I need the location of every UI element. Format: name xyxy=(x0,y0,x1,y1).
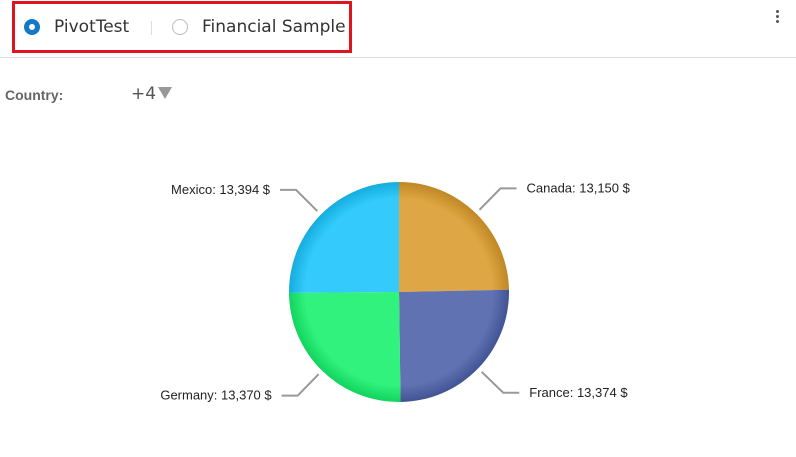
option-financial-sample[interactable]: Financial Sample xyxy=(172,17,346,37)
data-label: Canada: 13,150 $ xyxy=(526,180,630,195)
pie-slice-germany[interactable] xyxy=(289,292,401,402)
header: PivotTest Financial Sample xyxy=(0,0,796,58)
data-label: Mexico: 13,394 $ xyxy=(171,182,271,197)
highlight-box xyxy=(12,1,352,53)
divider xyxy=(151,21,152,35)
data-label: France: 13,374 $ xyxy=(529,385,628,400)
pie-slice-france[interactable] xyxy=(399,289,510,402)
leader-line xyxy=(280,188,319,212)
data-label: Germany: 13,370 $ xyxy=(160,388,272,403)
pie-slice-canada[interactable] xyxy=(399,182,509,292)
filter-label: Country: xyxy=(5,87,64,103)
radio-unselected-icon[interactable] xyxy=(172,19,188,35)
vertical-ellipsis-icon[interactable] xyxy=(776,10,780,25)
radio-selected-icon[interactable] xyxy=(24,19,40,35)
leader-line xyxy=(281,373,320,397)
option-label: PivotTest xyxy=(54,17,130,37)
caret-down-icon[interactable] xyxy=(158,87,172,99)
option-pivottest[interactable]: PivotTest xyxy=(24,17,129,37)
leader-line xyxy=(478,187,517,211)
filter-value[interactable]: +4 xyxy=(131,84,157,104)
option-label: Financial Sample xyxy=(202,17,346,37)
leader-line xyxy=(481,371,520,394)
